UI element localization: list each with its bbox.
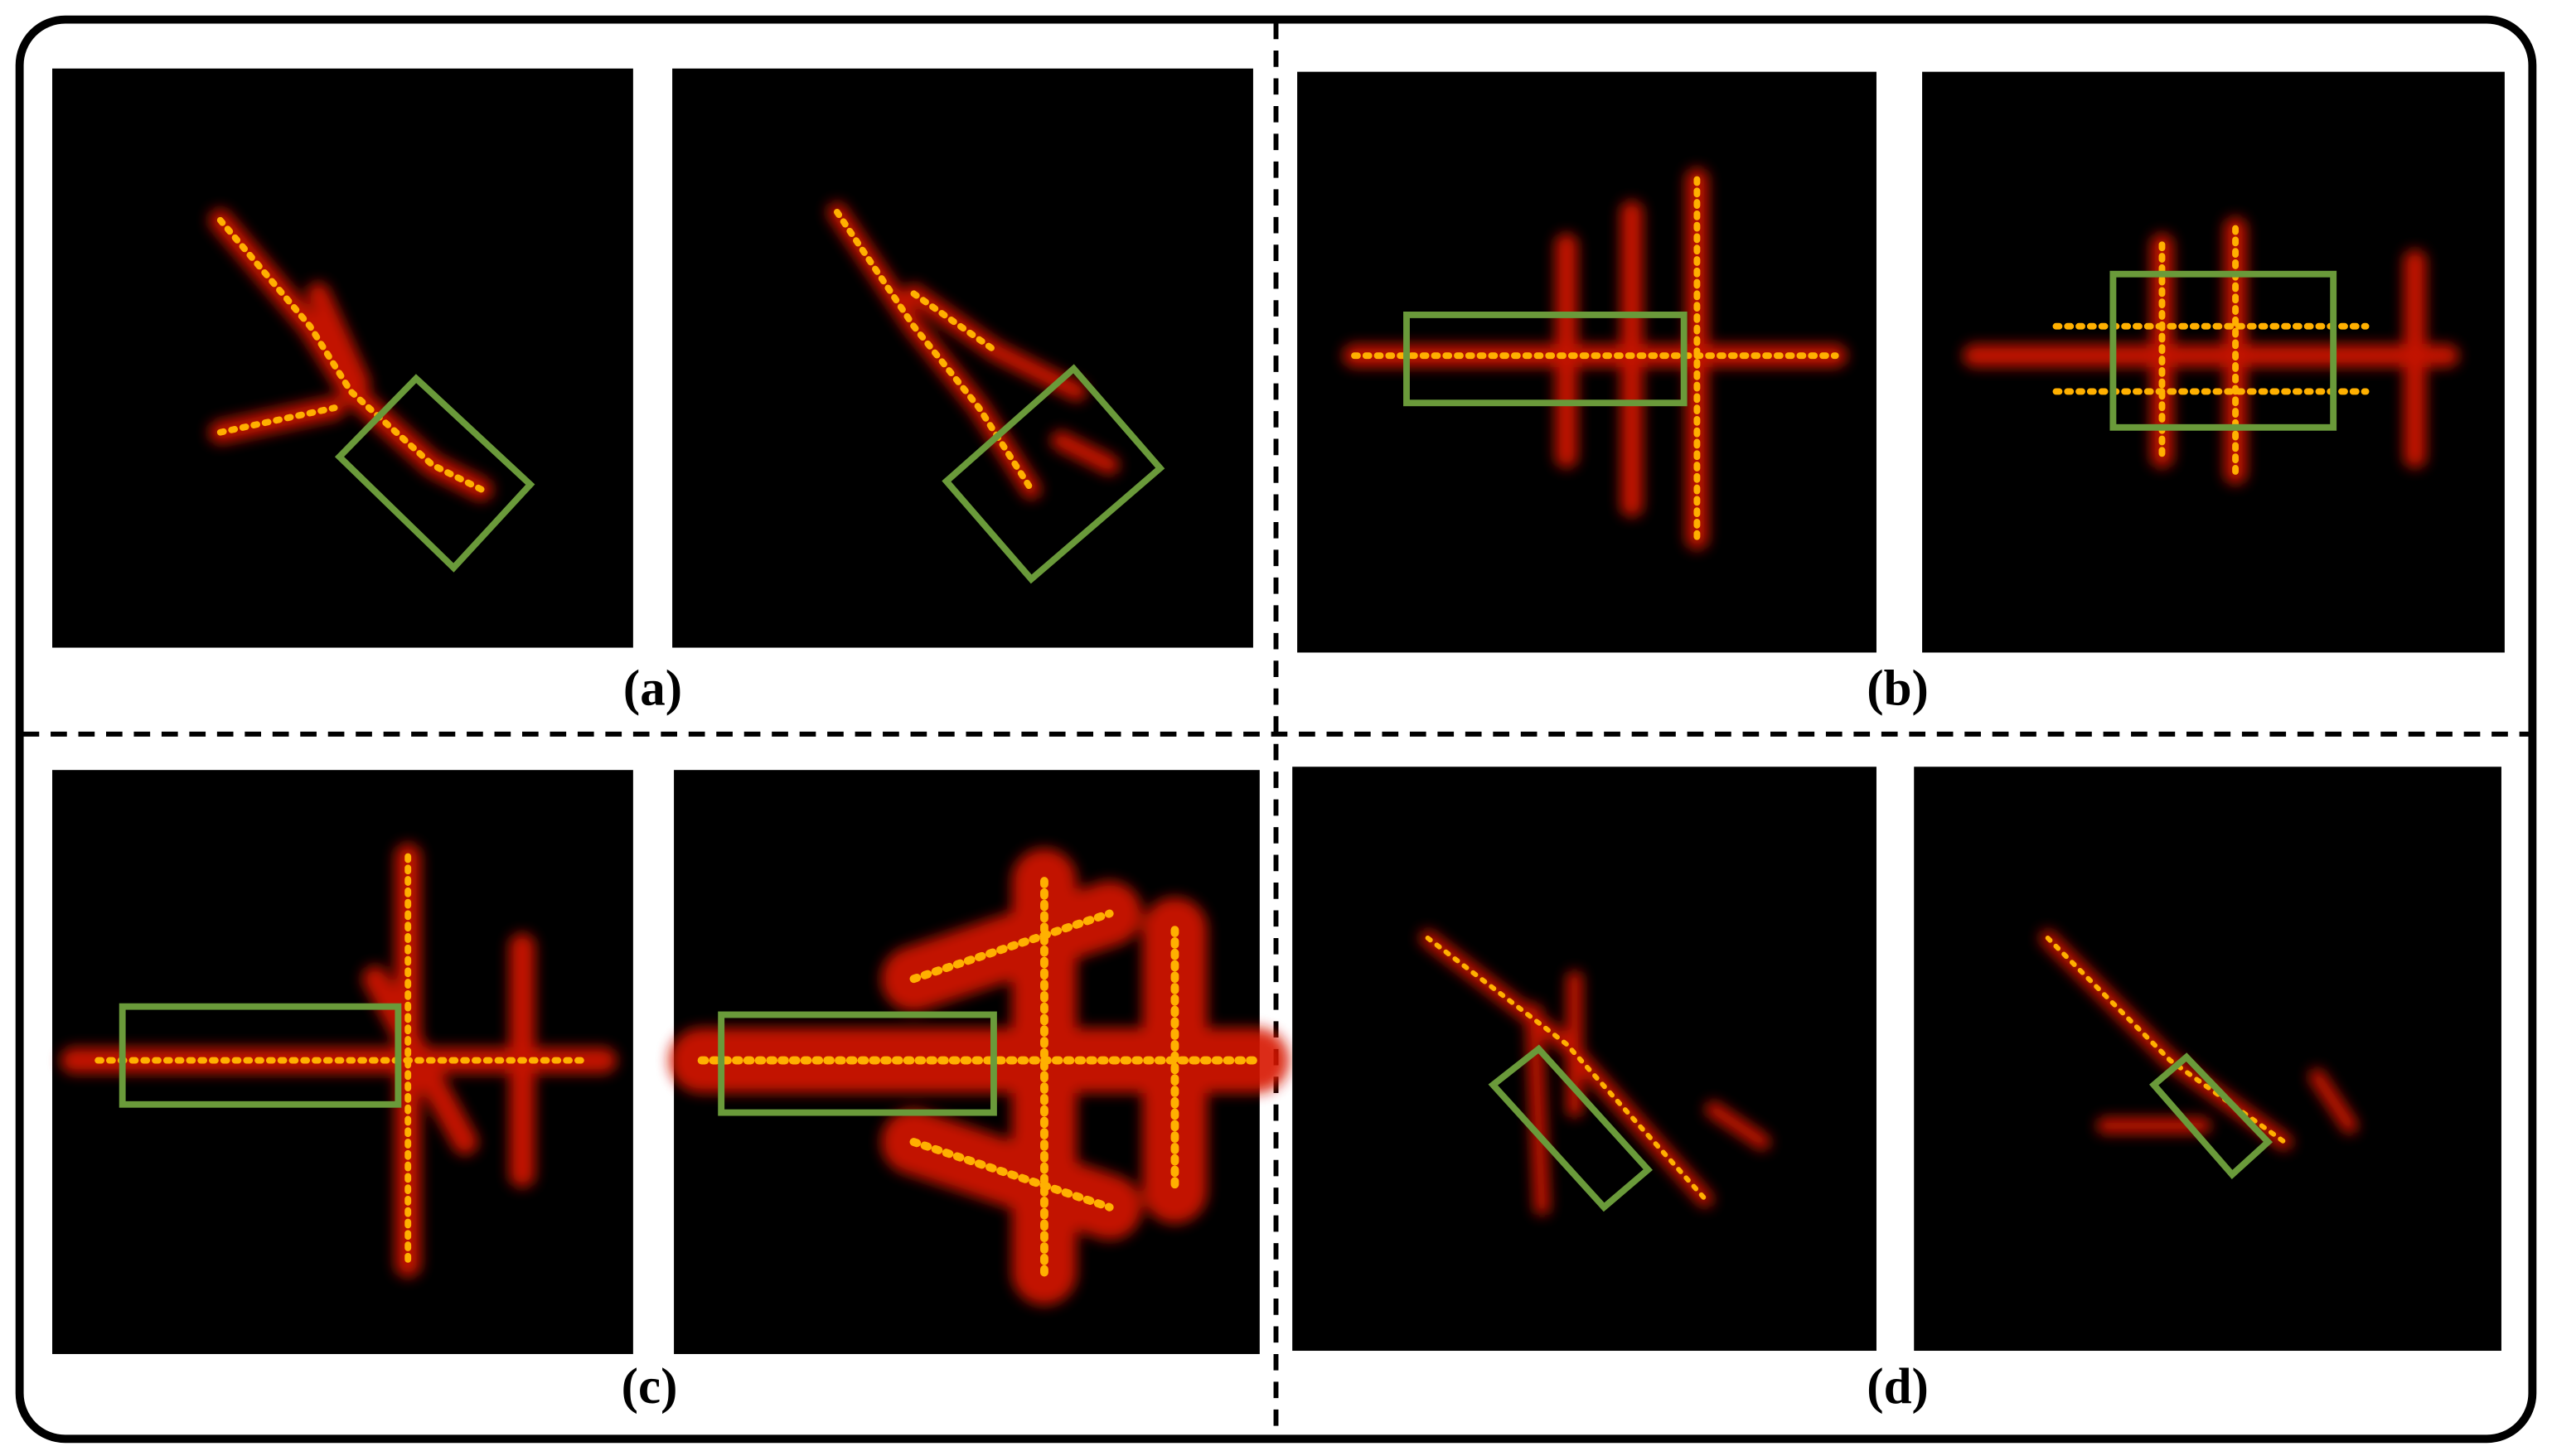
roi-box: [334, 374, 535, 573]
isar-image: [672, 68, 1253, 648]
scatter-points: [697, 877, 1261, 1277]
panel-b: (b): [1297, 71, 2505, 717]
scatter-points: [2052, 225, 2370, 476]
roi-box: [1488, 1044, 1653, 1212]
scatter-points: [94, 853, 591, 1268]
roi-box: [119, 1003, 402, 1108]
roi-box: [718, 1011, 997, 1116]
scatter-points: [1425, 936, 1708, 1202]
scatter-points: [216, 216, 485, 493]
isar-image: [1914, 767, 2501, 1352]
roi-box: [942, 364, 1165, 584]
panel-d: (d): [1292, 767, 2501, 1415]
panel-c: (c): [52, 770, 1290, 1415]
roi-box: [2149, 1052, 2274, 1180]
panel-label: (b): [1867, 661, 1929, 717]
scatter-points: [1351, 176, 1839, 542]
panel-label: (d): [1867, 1359, 1929, 1415]
roi-box: [2109, 270, 2337, 431]
panel-a: (a): [52, 68, 1253, 717]
roi-box: [1403, 312, 1688, 407]
panel-label: (a): [623, 661, 682, 717]
panel-label: (c): [622, 1359, 678, 1415]
scatter-points: [834, 208, 1035, 493]
